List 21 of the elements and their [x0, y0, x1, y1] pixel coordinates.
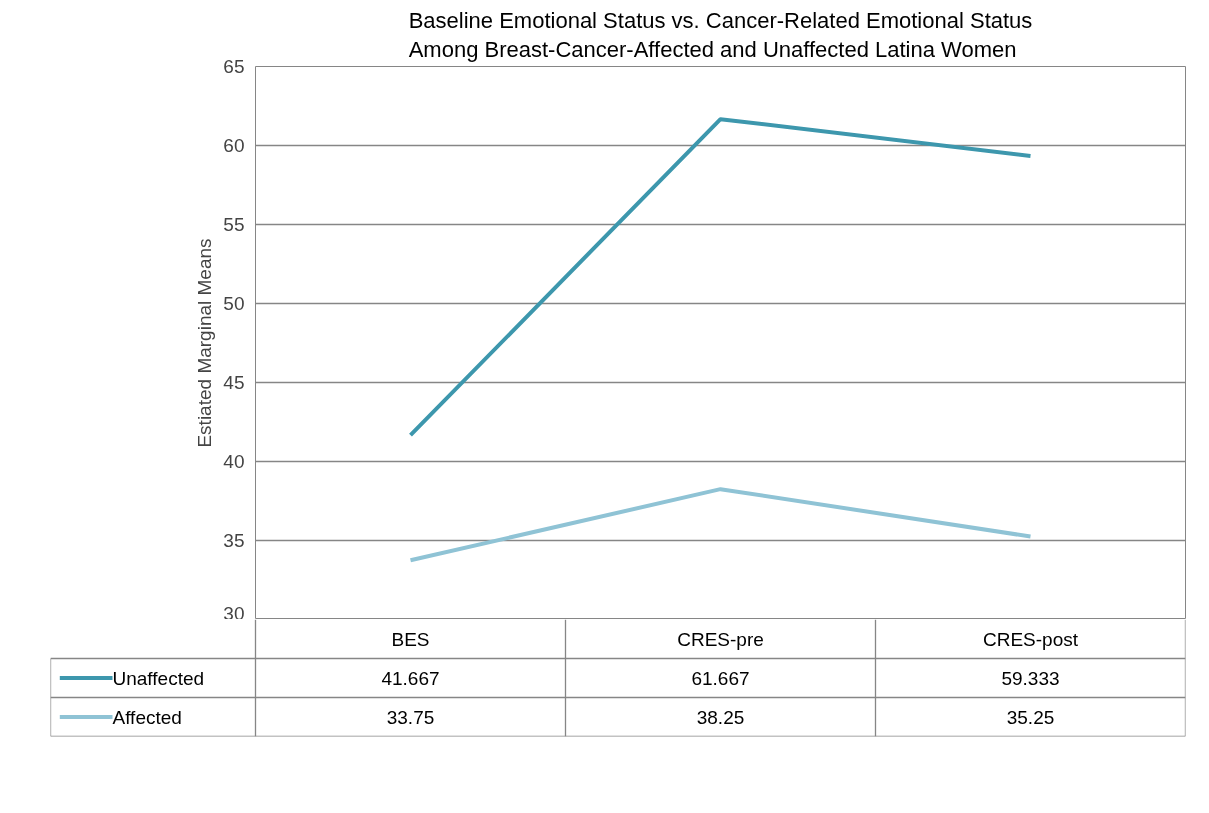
data-label: 41.667	[381, 667, 440, 689]
legend-label: Affected	[112, 706, 182, 728]
legend-label: Unaffected	[112, 667, 205, 689]
data-label: 61.667	[691, 667, 750, 689]
y-tick-label: 60	[223, 135, 245, 156]
chart-title: Baseline Emotional Status vs. Cancer-Related Emotional Status Among Breast-Cancer-Affected and Unaffected Latina Women	[408, 7, 1033, 62]
y-tick-label: 40	[223, 451, 245, 472]
y-tick-label: 30	[223, 602, 245, 624]
y-axis-title: Estiated Marginal Means	[194, 238, 216, 448]
data-label: 33.75	[386, 706, 435, 728]
x-tick-label: BES	[391, 628, 430, 650]
y-tick-label: 55	[223, 214, 245, 235]
data-label: 38.25	[696, 706, 745, 728]
y-tick-label: 45	[223, 372, 245, 393]
y-tick-label: 50	[223, 293, 245, 314]
y-tick-label: 35	[223, 530, 245, 551]
x-tick-label: CRES-post	[982, 628, 1079, 650]
y-tick-label: 65	[223, 56, 245, 77]
x-tick-label: CRES-pre	[677, 628, 764, 650]
data-label: 59.333	[1001, 667, 1060, 689]
data-label: 35.25	[1006, 706, 1055, 728]
